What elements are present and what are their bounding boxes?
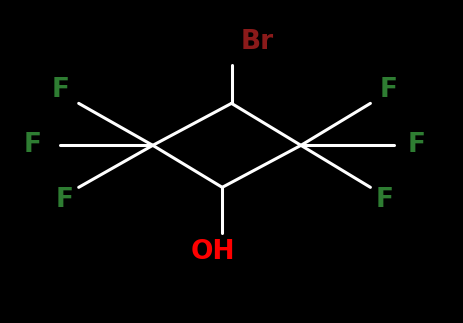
- Text: F: F: [380, 78, 398, 103]
- Text: F: F: [408, 132, 425, 158]
- Text: F: F: [51, 78, 69, 103]
- Text: F: F: [56, 187, 74, 213]
- Text: OH: OH: [191, 239, 235, 265]
- Text: F: F: [375, 187, 393, 213]
- Text: F: F: [24, 132, 41, 158]
- Text: Br: Br: [241, 29, 274, 55]
